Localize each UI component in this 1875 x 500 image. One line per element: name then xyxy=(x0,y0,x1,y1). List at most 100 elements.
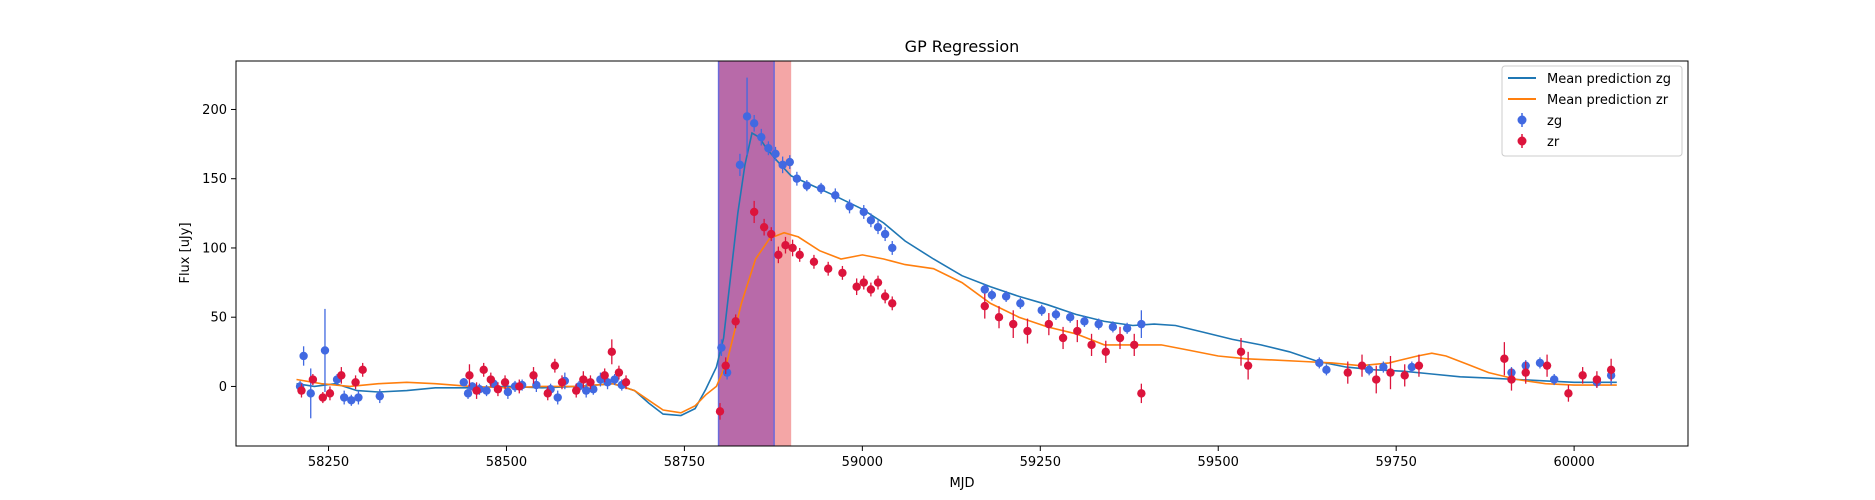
point-zg xyxy=(1080,317,1089,326)
point-zg xyxy=(771,149,780,158)
point-zg xyxy=(603,378,612,387)
point-zr xyxy=(1386,368,1395,377)
point-zr xyxy=(809,257,819,267)
legend: Mean prediction zg Mean prediction zr zg… xyxy=(1501,65,1683,157)
point-zr xyxy=(1357,361,1367,370)
point-zr xyxy=(308,375,318,384)
point-zg xyxy=(1065,313,1075,322)
point-zg xyxy=(610,375,619,384)
point-zr xyxy=(873,278,883,287)
point-zr xyxy=(472,386,481,395)
y-tick-label: 200 xyxy=(202,103,227,118)
legend-label-zg-line: Mean prediction zg xyxy=(1547,72,1671,87)
legend-label-zr-line: Mean prediction zr xyxy=(1547,93,1669,108)
point-zr xyxy=(500,378,510,387)
point-zr xyxy=(557,378,567,387)
point-zg xyxy=(1108,322,1118,332)
point-zr xyxy=(1137,389,1146,398)
point-zr xyxy=(1044,319,1054,329)
point-zg xyxy=(1094,319,1103,329)
point-zg xyxy=(532,380,541,390)
point-zg xyxy=(354,393,363,402)
point-zg xyxy=(375,391,384,401)
x-tick-label: 59750 xyxy=(1375,455,1416,470)
point-zg xyxy=(880,229,890,239)
point-zg xyxy=(1549,375,1559,384)
x-axis: 58250 58500 58750 59000 59250 59500 59750 60000 xyxy=(308,446,1595,470)
point-zr xyxy=(1023,326,1032,336)
point-zr xyxy=(550,361,560,370)
point-zg xyxy=(1001,292,1011,301)
point-zr xyxy=(586,378,595,387)
point-zr xyxy=(838,268,847,278)
x-tick-label: 59250 xyxy=(1020,455,1061,470)
point-zr xyxy=(543,389,552,398)
point-zg xyxy=(339,393,349,402)
point-zg xyxy=(792,174,802,183)
legend-label-zg: zg xyxy=(1547,114,1562,129)
point-zr xyxy=(515,382,524,391)
point-zr xyxy=(1500,354,1509,363)
point-zg xyxy=(1322,365,1331,375)
point-zr xyxy=(1343,368,1352,377)
chart-title: GP Regression xyxy=(905,37,1020,56)
point-zr xyxy=(358,365,367,375)
point-zr xyxy=(529,371,538,380)
x-tick-label: 58250 xyxy=(308,455,349,470)
point-zr xyxy=(866,285,876,294)
point-zg xyxy=(816,184,826,193)
point-zr xyxy=(1130,340,1139,350)
point-zg xyxy=(1379,362,1388,372)
point-zr xyxy=(1564,389,1573,398)
x-tick-label: 58500 xyxy=(486,455,527,470)
point-zg xyxy=(757,132,766,142)
point-zg xyxy=(742,112,752,121)
point-zg xyxy=(873,222,883,232)
point-zg xyxy=(749,119,759,128)
point-zr xyxy=(1507,375,1516,384)
point-zg xyxy=(589,385,598,394)
point-zg xyxy=(320,346,330,355)
x-tick-label: 59000 xyxy=(842,455,883,470)
point-zr xyxy=(852,282,861,291)
point-zr xyxy=(1578,371,1587,380)
point-zr xyxy=(1115,333,1125,343)
point-zr xyxy=(781,240,790,250)
point-zr xyxy=(1101,347,1110,357)
point-zr xyxy=(1414,361,1424,370)
point-zg xyxy=(1137,319,1146,329)
y-axis-label: Flux [uJy] xyxy=(178,222,193,283)
point-zr xyxy=(479,365,488,375)
point-zg xyxy=(764,144,773,153)
point-zr xyxy=(493,385,503,394)
point-zr xyxy=(621,378,631,387)
point-zg xyxy=(778,160,787,170)
point-zr xyxy=(759,222,769,232)
point-zr xyxy=(1073,326,1082,336)
point-zg xyxy=(1051,310,1061,319)
x-tick-label: 58750 xyxy=(664,455,705,470)
x-tick-label: 59500 xyxy=(1198,455,1239,470)
point-zg xyxy=(299,351,308,361)
point-zg xyxy=(1364,365,1374,375)
y-tick-label: 150 xyxy=(202,172,227,187)
point-zr xyxy=(572,386,581,395)
point-zg xyxy=(735,160,745,170)
point-zr xyxy=(1243,361,1253,370)
point-zr xyxy=(297,386,306,395)
point-zg xyxy=(717,343,726,352)
point-zg xyxy=(1122,324,1132,333)
point-zr xyxy=(600,371,609,380)
point-zg xyxy=(866,216,876,225)
plot-area xyxy=(295,77,1617,420)
point-zr xyxy=(795,250,804,260)
point-zr xyxy=(1606,365,1616,375)
point-zr xyxy=(749,207,759,217)
point-zg xyxy=(459,378,468,387)
legend-frame xyxy=(1501,65,1683,157)
legend-swatch-zr-marker xyxy=(1517,136,1527,146)
point-zg xyxy=(306,389,315,398)
point-zg xyxy=(845,202,854,211)
point-zg xyxy=(1037,306,1046,315)
point-zr xyxy=(1521,368,1530,377)
